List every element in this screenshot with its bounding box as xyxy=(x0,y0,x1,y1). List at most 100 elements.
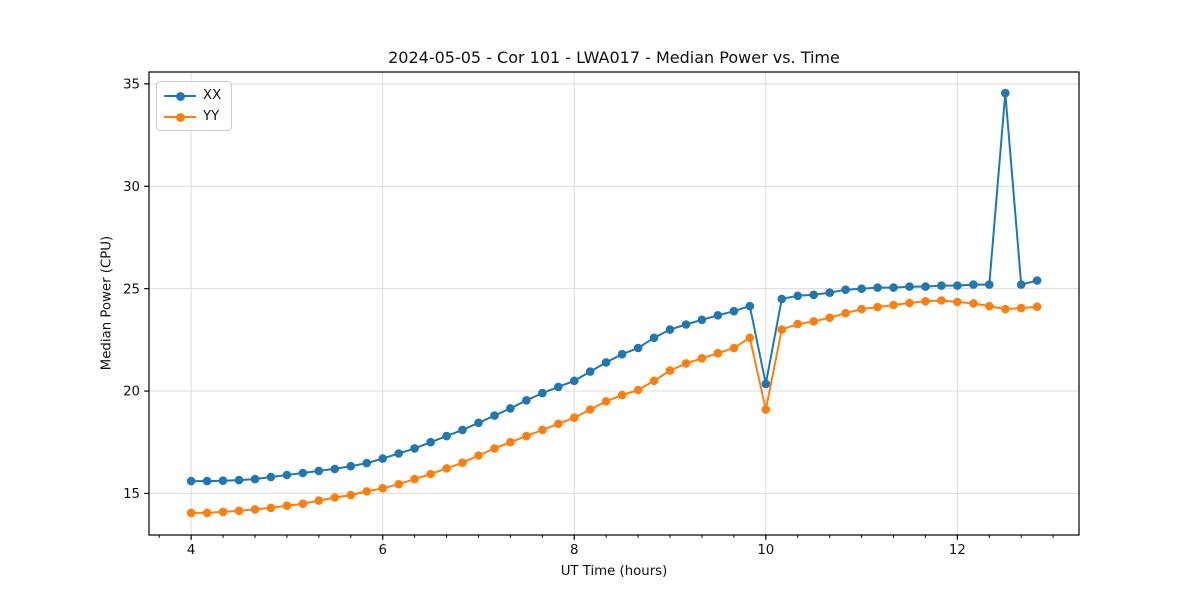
series-yy-point xyxy=(426,469,435,479)
series-xx-point xyxy=(554,382,563,392)
series-xx-point xyxy=(394,449,404,458)
legend-dot-sample xyxy=(176,91,185,101)
legend-label-yy: YY xyxy=(203,108,220,124)
chart-title: 2024-05-05 - Cor 101 - LWA017 - Median P… xyxy=(388,48,840,67)
legend-line-marker-icon xyxy=(164,91,196,101)
series-xx-point xyxy=(378,454,388,463)
series-xx-point xyxy=(298,468,308,478)
series-yy-point xyxy=(218,507,228,517)
series-xx-point xyxy=(218,476,228,486)
series-xx-point xyxy=(857,284,866,294)
series-xx-point xyxy=(266,472,276,482)
series-yy-point xyxy=(234,506,244,516)
series-yy-point xyxy=(282,501,292,511)
series-xx-point xyxy=(362,458,372,468)
series-yy-point xyxy=(522,431,531,441)
legend-dot-sample xyxy=(176,112,185,122)
series-yy-point xyxy=(921,297,930,306)
series-xx-point xyxy=(1001,88,1010,98)
series-xx-point xyxy=(474,418,483,428)
series-yy-point xyxy=(889,300,898,310)
x-tick-label: 8 xyxy=(570,543,578,558)
series-xx-point xyxy=(506,404,515,413)
series-yy-point xyxy=(713,348,723,358)
series-xx-point xyxy=(570,376,579,386)
series-yy-point xyxy=(585,405,595,414)
series-yy-point xyxy=(953,297,962,307)
series-yy-point xyxy=(617,390,627,400)
series-xx-point xyxy=(649,333,659,343)
series-yy-point xyxy=(474,451,483,460)
series-yy-point xyxy=(266,503,276,513)
series-xx-point xyxy=(458,425,467,435)
series-xx-point xyxy=(490,411,499,420)
series-yy-point xyxy=(873,302,882,312)
legend-item-yy: YY xyxy=(164,108,221,125)
y-tick-label: 15 xyxy=(123,487,140,502)
series-xx-point xyxy=(969,280,978,289)
y-tick-label: 25 xyxy=(123,282,140,297)
series-yy-point xyxy=(937,296,946,305)
series-xx-point xyxy=(410,444,419,453)
series-yy-point xyxy=(202,508,212,518)
series-yy-point xyxy=(697,354,707,363)
series-yy-point xyxy=(633,385,643,395)
series-xx-point xyxy=(601,358,611,367)
series-yy-point xyxy=(346,490,356,500)
legend: XX YY xyxy=(156,81,233,131)
series-yy-point xyxy=(362,487,372,496)
series-yy-point xyxy=(298,499,308,509)
series-yy-point xyxy=(1032,302,1042,312)
series-yy-point xyxy=(905,298,914,308)
series-xx-point xyxy=(282,470,292,480)
x-tick-label: 6 xyxy=(378,543,386,558)
legend-item-xx: XX xyxy=(164,87,221,104)
series-yy-point xyxy=(793,319,802,329)
series-yy-point xyxy=(314,496,324,505)
series-yy-point xyxy=(554,419,563,429)
series-yy-line xyxy=(191,299,1038,514)
series-xx-point xyxy=(905,282,914,291)
series-xx-point xyxy=(921,282,930,291)
series-xx-point xyxy=(713,311,723,320)
legend-line-marker-icon xyxy=(164,112,196,122)
series-yy-point xyxy=(394,479,404,489)
series-yy-point xyxy=(378,484,388,493)
series-yy-point xyxy=(681,359,691,368)
series-yy-point xyxy=(330,493,340,502)
series-yy-point xyxy=(1001,304,1010,314)
series-xx-point xyxy=(697,315,707,325)
series-yy-point xyxy=(442,464,451,473)
series-yy-point xyxy=(186,508,196,518)
axes-frame xyxy=(148,71,1080,536)
series-xx-point xyxy=(346,461,356,471)
series-yy-point xyxy=(969,299,978,308)
x-tick-label: 4 xyxy=(187,543,195,558)
series-yy-point xyxy=(601,397,611,406)
series-xx-point xyxy=(1032,276,1042,285)
series-xx-point xyxy=(761,379,771,389)
y-tick-label: 35 xyxy=(123,77,140,92)
series-yy-point xyxy=(458,458,467,468)
series-xx-point xyxy=(889,283,898,292)
legend-label-xx: XX xyxy=(203,87,222,103)
series-yy-point xyxy=(665,366,675,375)
x-axis-label: UT Time (hours) xyxy=(560,564,668,579)
series-xx-point xyxy=(426,437,435,447)
series-yy-point xyxy=(745,333,755,343)
series-xx-point xyxy=(729,306,739,316)
series-xx-point xyxy=(617,349,627,359)
series-yy-point xyxy=(809,317,818,326)
series-yy-point xyxy=(250,505,260,514)
series-yy-point xyxy=(985,301,994,311)
series-xx-point xyxy=(777,294,787,304)
series-xx-point xyxy=(937,281,946,290)
series-yy-point xyxy=(649,376,659,386)
series-xx-point xyxy=(985,280,994,289)
series-yy-point xyxy=(777,325,787,334)
series-xx-point xyxy=(442,431,451,441)
series-yy-point xyxy=(506,437,515,447)
series-yy-point xyxy=(1016,303,1026,313)
